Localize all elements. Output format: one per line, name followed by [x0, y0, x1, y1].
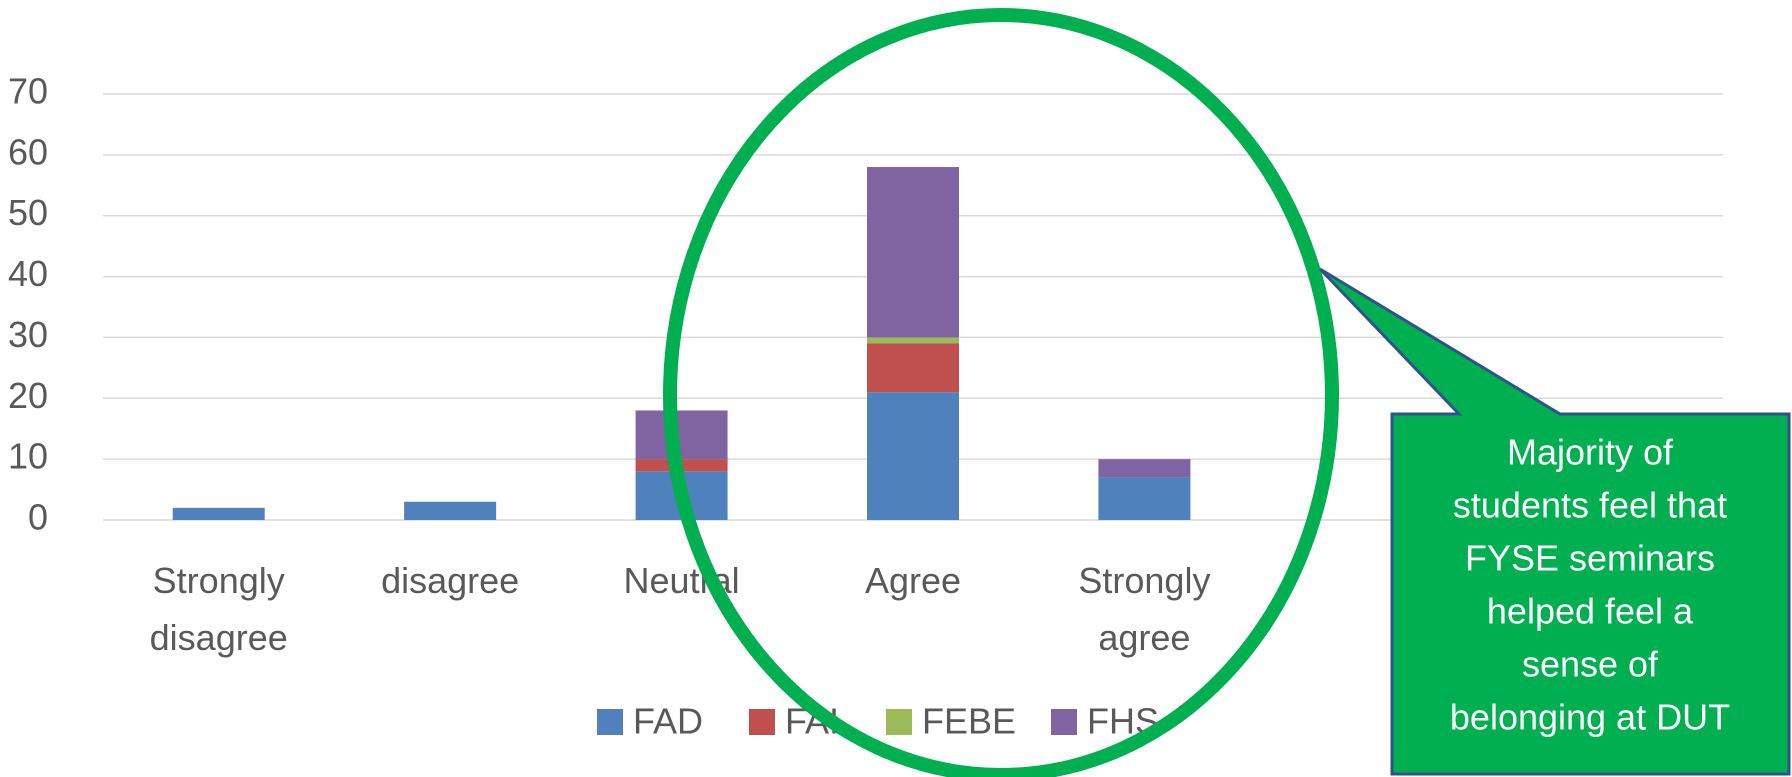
y-tick-label: 20	[8, 375, 48, 416]
x-tick-label: disagree	[381, 560, 519, 601]
y-tick-label: 0	[28, 497, 48, 538]
bar-segment	[172, 507, 265, 520]
legend-swatch	[597, 709, 623, 735]
y-tick-label: 40	[8, 253, 48, 294]
y-tick-label: 50	[8, 192, 48, 233]
highlight-ellipse	[663, 8, 1339, 777]
legend-label: FAD	[633, 701, 703, 742]
bar-segment	[404, 501, 497, 520]
y-tick-label: 30	[8, 314, 48, 355]
legend-label: FEBE	[922, 701, 1016, 742]
bar-segment	[867, 337, 959, 344]
callout-text: belonging at DUT	[1450, 697, 1730, 738]
callout-text: FYSE seminars	[1465, 538, 1715, 579]
bar-segment	[867, 343, 959, 393]
legend-swatch	[749, 709, 775, 735]
bar-segment	[867, 167, 959, 338]
y-tick-label: 60	[8, 131, 48, 172]
callout-text: helped feel a	[1487, 591, 1694, 632]
bar-segment	[867, 392, 959, 520]
x-tick-label: Agree	[865, 560, 961, 601]
callout-text: Majority of	[1507, 432, 1674, 473]
callout-text: sense of	[1522, 644, 1659, 685]
bar-segment	[1098, 477, 1191, 520]
callout-text: students feel that	[1453, 485, 1727, 526]
bar-segment	[635, 410, 728, 460]
x-tick-label: Strongly agree	[1078, 560, 1210, 658]
callout	[1318, 267, 1791, 776]
legend-swatch	[886, 709, 912, 735]
x-tick-label: Strongly disagree	[150, 560, 288, 658]
y-tick-label: 10	[8, 436, 48, 477]
y-tick-label: 70	[8, 71, 48, 112]
legend-swatch	[1051, 709, 1077, 735]
bar-segment	[1098, 459, 1191, 478]
